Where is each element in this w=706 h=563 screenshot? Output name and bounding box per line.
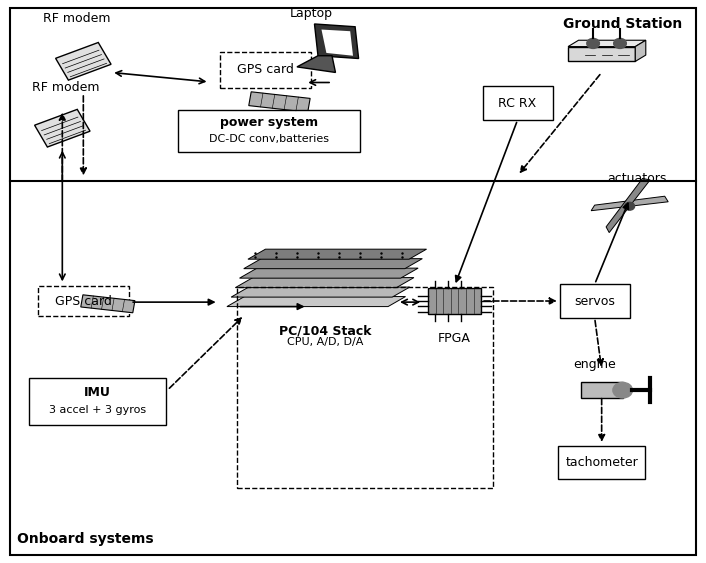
Text: Onboard systems: Onboard systems (17, 532, 153, 546)
Polygon shape (80, 295, 135, 313)
Bar (237, 287, 493, 488)
Polygon shape (606, 178, 650, 233)
Bar (428, 288, 481, 314)
Text: Laptop: Laptop (289, 7, 333, 20)
Text: power system: power system (220, 116, 318, 129)
Bar (483, 86, 553, 120)
Text: CPU, A/D, D/A: CPU, A/D, D/A (287, 337, 363, 347)
Text: GPS card: GPS card (55, 294, 112, 307)
Circle shape (587, 38, 599, 48)
Polygon shape (297, 56, 335, 73)
Polygon shape (248, 249, 426, 259)
Polygon shape (56, 42, 111, 80)
Text: Ground Station: Ground Station (563, 17, 682, 31)
Text: DC-DC conv,batteries: DC-DC conv,batteries (209, 135, 329, 144)
Text: tachometer: tachometer (566, 456, 638, 469)
Polygon shape (35, 109, 90, 147)
Text: servos: servos (574, 294, 615, 307)
Bar (580, 382, 623, 398)
Polygon shape (239, 268, 418, 278)
Text: engine: engine (573, 358, 616, 370)
Text: RF modem: RF modem (42, 12, 110, 25)
Text: 3 accel + 3 gyros: 3 accel + 3 gyros (49, 405, 146, 415)
Text: GPS card: GPS card (237, 63, 294, 76)
Polygon shape (321, 29, 353, 56)
Text: IMU: IMU (84, 386, 111, 400)
Polygon shape (568, 40, 646, 47)
Polygon shape (568, 47, 635, 61)
Circle shape (614, 38, 626, 48)
Text: actuators: actuators (607, 172, 666, 185)
Circle shape (625, 202, 635, 210)
Polygon shape (249, 92, 310, 112)
Text: FPGA: FPGA (438, 332, 471, 345)
Polygon shape (635, 40, 646, 61)
Text: PC/104 Stack: PC/104 Stack (279, 324, 371, 337)
Bar (38, 285, 129, 316)
Polygon shape (231, 287, 409, 297)
Bar (560, 284, 630, 318)
Bar (220, 52, 311, 88)
Polygon shape (591, 196, 668, 211)
Bar (178, 110, 360, 152)
Text: RC RX: RC RX (498, 97, 537, 110)
Bar (558, 446, 645, 479)
Circle shape (613, 382, 633, 398)
Polygon shape (244, 258, 422, 269)
Polygon shape (235, 278, 414, 288)
Polygon shape (227, 297, 405, 307)
Polygon shape (314, 24, 359, 59)
Bar (29, 378, 166, 425)
Text: RF modem: RF modem (32, 81, 100, 93)
